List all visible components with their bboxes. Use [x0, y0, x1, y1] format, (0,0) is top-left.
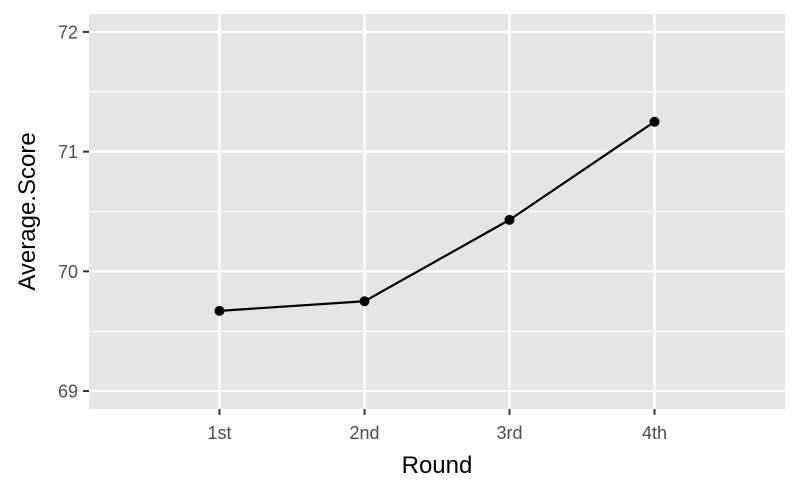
- major-gridlines: [89, 14, 785, 409]
- data-point: [359, 296, 370, 307]
- y-tick-label: 72: [58, 22, 78, 42]
- x-tick-label: 4th: [642, 423, 667, 443]
- x-tick-label: 2nd: [349, 423, 379, 443]
- series-line: [219, 120, 656, 312]
- x-tick-label: 3rd: [496, 423, 522, 443]
- y-tick-label: 70: [58, 262, 78, 282]
- minor-gridlines: [89, 91, 785, 332]
- x-tick-label: 1st: [207, 423, 231, 443]
- x-axis-title: Round: [402, 452, 473, 479]
- y-tick-label: 69: [58, 382, 78, 402]
- data-point: [214, 305, 225, 316]
- series-layer: [214, 116, 660, 316]
- y-tick-label: 71: [58, 142, 78, 162]
- y-axis: 69 70 71 72: [58, 22, 89, 402]
- x-axis: 1st 2nd 3rd 4th: [207, 409, 667, 443]
- data-point: [649, 116, 660, 127]
- y-axis-title: Average.Score: [14, 132, 41, 290]
- data-point: [504, 214, 515, 225]
